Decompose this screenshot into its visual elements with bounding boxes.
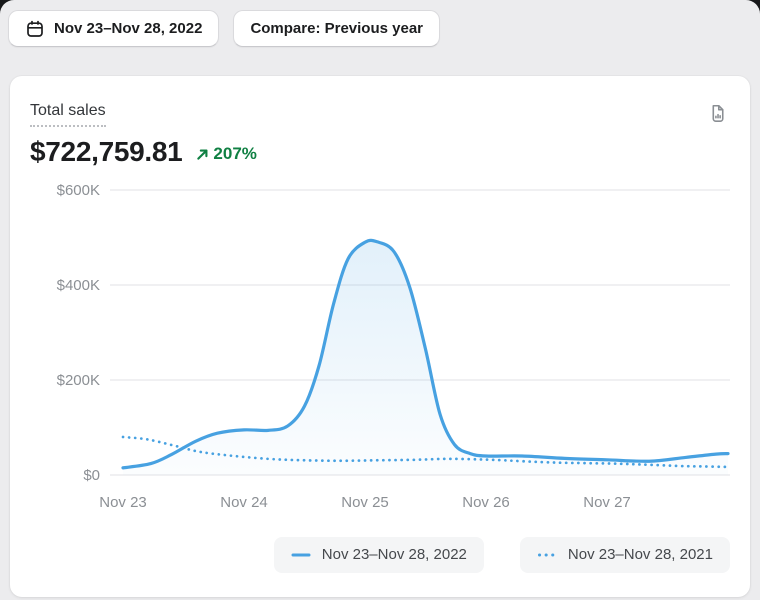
dotted-line-marker	[537, 553, 557, 557]
total-sales-value: $722,759.81	[30, 135, 183, 167]
svg-text:Nov 25: Nov 25	[341, 494, 389, 511]
total-sales-chart[interactable]: $0 $200K $400K $600K Nov 23 Nov 24 Nov 25 Nov 2…	[30, 182, 730, 517]
trend-up-icon	[196, 148, 209, 161]
report-export-button[interactable]	[705, 101, 730, 126]
compare-label: Compare: Previous year	[250, 20, 424, 37]
svg-text:$0: $0	[83, 467, 100, 484]
svg-text:Nov 23: Nov 23	[99, 494, 147, 511]
card-title[interactable]: Total sales	[30, 101, 106, 127]
date-range-label: Nov 23–Nov 28, 2022	[54, 20, 203, 37]
legend-label-2022: Nov 23–Nov 28, 2022	[321, 546, 467, 564]
card-header: Total sales	[30, 101, 730, 127]
legend-item-2021[interactable]: Nov 23–Nov 28, 2021	[519, 536, 730, 573]
total-sales-card: Total sales $722,759.81	[10, 76, 750, 597]
change-percent: 207%	[213, 144, 257, 164]
toolbar: Nov 23–Nov 28, 2022 Compare: Previous ye…	[0, 0, 760, 47]
svg-text:Nov 26: Nov 26	[462, 494, 510, 511]
svg-text:$200K: $200K	[57, 372, 100, 389]
svg-text:Nov 24: Nov 24	[220, 494, 268, 511]
compare-button[interactable]: Compare: Previous year	[233, 10, 441, 47]
legend-label-2021: Nov 23–Nov 28, 2021	[567, 546, 713, 564]
date-range-button[interactable]: Nov 23–Nov 28, 2022	[8, 10, 220, 47]
svg-text:$400K: $400K	[57, 277, 100, 294]
solid-line-marker	[291, 553, 311, 557]
report-document-icon	[707, 104, 728, 127]
metric-row: $722,759.81 207%	[30, 136, 730, 168]
svg-text:Nov 27: Nov 27	[583, 494, 631, 511]
calendar-icon	[25, 19, 45, 39]
chart-legend: Nov 23–Nov 28, 2022 Nov 23–Nov 28, 2021	[30, 536, 730, 573]
svg-text:$600K: $600K	[57, 182, 100, 199]
change-badge: 207%	[196, 144, 257, 164]
chart-canvas[interactable]: $0 $200K $400K $600K Nov 23 Nov 24 Nov 25 Nov 2…	[30, 182, 730, 517]
legend-item-2022[interactable]: Nov 23–Nov 28, 2022	[273, 536, 484, 573]
